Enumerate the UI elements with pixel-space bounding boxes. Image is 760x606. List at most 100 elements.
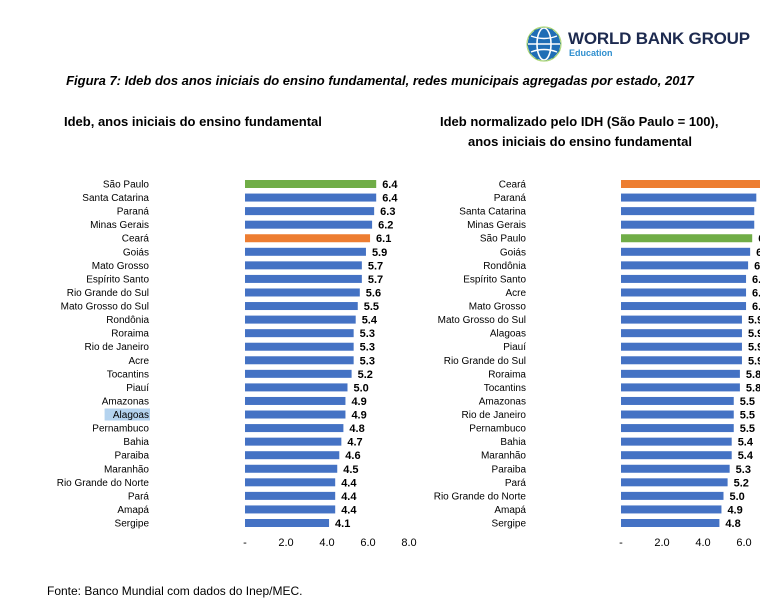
value-label: 5.2 [358,369,373,381]
bar [245,478,336,487]
category-label: Ceará [499,180,527,191]
category-label: Rio Grande do Sul [444,356,526,367]
category-label: Rio Grande do Sul [67,288,149,299]
bar [245,342,354,351]
bar [245,288,360,297]
bar [245,437,342,446]
category-label-highlight [104,408,150,421]
value-label: 5.6 [366,287,381,299]
left-chart-title: Ideb, anos iniciais do ensino fundamenta… [64,114,322,129]
value-label: 5.2 [734,477,749,489]
category-label: Rio de Janeiro [462,410,527,421]
value-label: 5.0 [730,491,745,503]
category-label: Alagoas [113,410,149,421]
value-label: 6.3 [380,206,395,218]
value-label: 5.7 [368,274,383,286]
bar [245,302,358,311]
bar [245,329,354,338]
value-label: 5.4 [362,315,378,327]
category-label: Mato Grosso do Sul [61,302,149,313]
figure-title: Figura 7: Ideb dos anos iniciais do ensi… [66,73,694,88]
x-tick-label: 4.0 [319,537,334,549]
value-label: 4.9 [351,396,366,408]
category-label: Mato Grosso [92,261,150,272]
source-note: Fonte: Banco Mundial com dados do Inep/M… [47,584,303,598]
value-label: 5.9 [748,328,760,340]
category-label: Rondônia [106,315,149,326]
value-label: 6.2 [378,220,393,232]
category-label: Minas Gerais [90,220,149,231]
x-tick-label: 8.0 [401,537,416,549]
value-label: 6.1 [752,301,760,313]
bar [621,383,740,392]
x-tick-label: 6.0 [736,537,751,549]
bar [245,356,354,365]
category-label: Amapá [494,505,526,516]
logo-subtitle: Education [569,48,613,58]
value-label: 5.0 [354,382,369,394]
value-label: 5.8 [746,369,760,381]
category-label: Tocantins [107,369,149,380]
x-tick-label: - [619,537,623,549]
bar [245,315,356,324]
bar [621,342,742,351]
bar [621,519,720,527]
category-label: Ceará [122,234,150,245]
category-label: Piauí [503,342,526,353]
value-label: 4.4 [341,491,357,503]
bar [621,396,734,405]
bar [621,193,757,202]
x-tick-label: 2.0 [654,537,669,549]
value-label: 5.3 [360,355,375,367]
value-label: 5.9 [372,247,387,259]
value-label: 5.5 [364,301,379,313]
bar [621,315,742,324]
value-label: 5.3 [360,328,375,340]
value-label: 6.4 [382,193,398,205]
category-label: Goiás [500,247,526,258]
value-label: 5.4 [738,450,754,462]
value-label: 5.3 [736,464,751,476]
category-label: Sergipe [115,519,150,530]
category-label: Amapá [117,505,149,516]
bar [621,180,760,188]
category-label: Pará [128,491,150,502]
value-label: 6.3 [756,247,760,259]
bar [621,247,751,256]
right-chart-title-line2: anos iniciais do ensino fundamental [468,134,692,149]
value-label: 4.9 [351,410,366,422]
category-label: Amazonas [479,396,526,407]
x-tick-label: 2.0 [278,537,293,549]
category-label: São Paulo [103,180,150,191]
bar [245,180,377,188]
bar [621,464,730,473]
category-label: Alagoas [490,329,526,340]
bar [245,464,338,473]
x-tick-label: - [243,537,247,549]
bar [245,207,375,216]
value-label: 5.5 [740,410,755,422]
value-label: 4.6 [345,450,360,462]
bar [245,274,362,283]
bar [621,369,740,378]
category-label: Roraima [111,329,149,340]
bar [245,247,366,256]
category-label: Maranhão [104,464,149,475]
category-label: Mato Grosso do Sul [438,315,526,326]
bar [621,261,749,270]
bar [245,220,373,229]
value-label: 5.9 [748,355,760,367]
value-label: 6.4 [758,233,760,245]
bar [621,288,747,297]
value-label: 5.9 [748,315,760,327]
category-label: Maranhão [481,451,526,462]
x-tick-label: 4.0 [695,537,710,549]
bar [245,369,352,378]
logo-name: WORLD BANK GROUP [568,29,750,48]
category-label: Espírito Santo [86,274,149,285]
category-label: Santa Catarina [82,193,149,204]
bar [621,302,747,311]
value-label: 4.8 [349,423,364,435]
category-label: Piauí [126,383,149,394]
